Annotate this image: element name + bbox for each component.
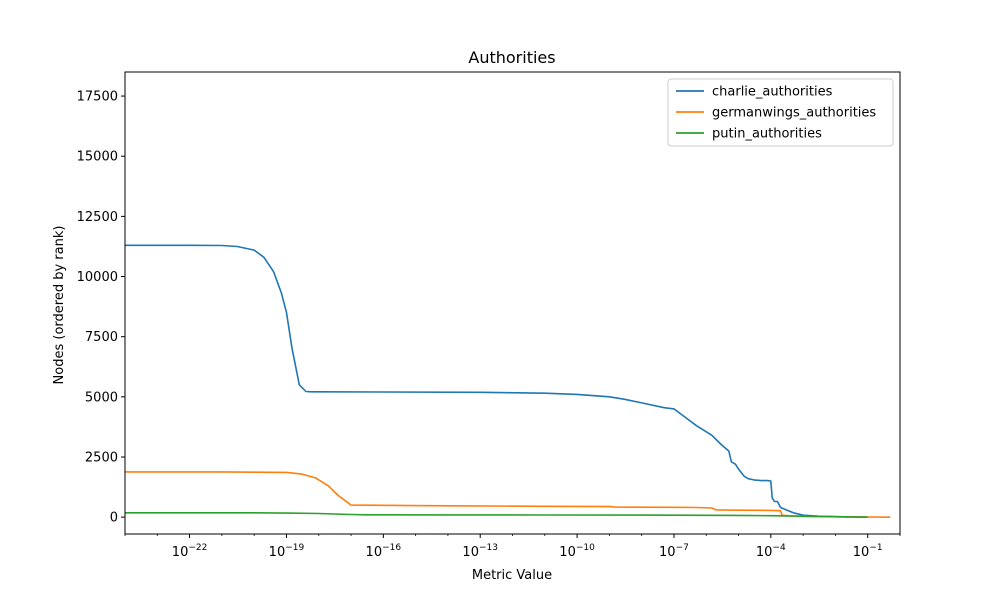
x-tick-label: 10−4: [756, 543, 786, 560]
x-tick-label: 10−13: [462, 543, 498, 560]
series-line-germanwings_authorities: [125, 471, 891, 518]
x-tick-label: 10−7: [659, 543, 689, 560]
y-axis: 0 2500 5000 7500 10000 12500 15000 17500: [77, 90, 125, 526]
y-tick-label: 5000: [85, 390, 118, 405]
x-tick-label: 10−19: [269, 543, 305, 560]
chart-title: Authorities: [468, 48, 555, 67]
series-line-charlie_authorities: [125, 244, 868, 518]
legend-label-putin_authorities: putin_authorities: [712, 127, 822, 142]
x-tick-label: 10−16: [366, 543, 402, 560]
y-tick-label: 0: [110, 511, 118, 526]
x-tick-label: 10−1: [853, 543, 883, 560]
legend: charlie_authorities germanwings_authoriti…: [667, 78, 894, 147]
x-tick-label: 10−22: [172, 543, 208, 560]
y-tick-label: 17500: [77, 90, 118, 105]
y-tick-label: 2500: [85, 451, 118, 466]
y-axis-label: Nodes (ordered by rank): [52, 226, 67, 385]
x-axis-label: Metric Value: [472, 568, 552, 583]
legend-label-germanwings_authorities: germanwings_authorities: [712, 106, 876, 121]
y-tick-label: 15000: [77, 150, 118, 165]
y-tick-label: 7500: [85, 330, 118, 345]
legend-box: [667, 78, 894, 147]
x-tick-label: 10−10: [559, 543, 595, 560]
y-tick-label: 12500: [77, 210, 118, 225]
y-tick-label: 10000: [77, 270, 118, 285]
series-line-putin_authorities: [125, 511, 868, 518]
legend-label-charlie_authorities: charlie_authorities: [712, 85, 833, 100]
x-axis: 10−22 10−19 10−16 10−13 10−10 10−7 10−4 10−1: [124, 534, 901, 560]
